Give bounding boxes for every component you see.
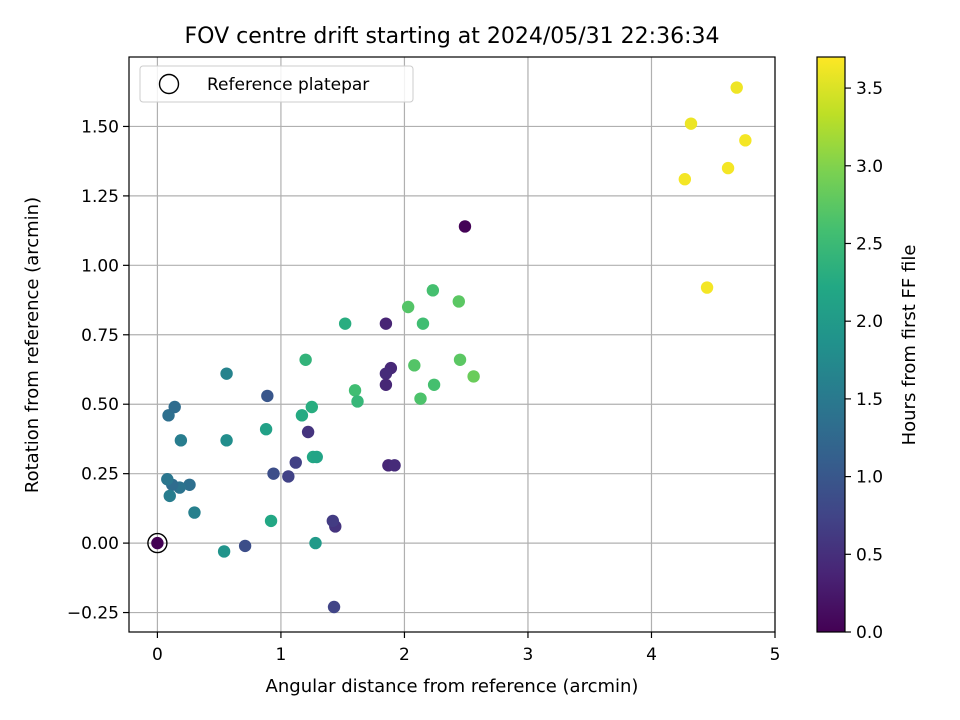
data-point [684, 117, 698, 130]
data-point [453, 353, 467, 366]
y-tick-label: 1.50 [81, 117, 119, 137]
data-point [730, 81, 743, 94]
data-point [414, 392, 427, 405]
data-point [289, 456, 302, 469]
y-tick-label: 0.50 [81, 395, 119, 415]
data-point [467, 370, 480, 383]
legend-marker-icon [158, 73, 180, 95]
data-point [238, 539, 252, 553]
data-point [426, 284, 440, 297]
data-point [188, 506, 201, 519]
data-point [338, 317, 352, 330]
legend: Reference platepar [139, 65, 414, 103]
x-tick-label: 4 [646, 645, 657, 665]
x-tick-label: 0 [152, 645, 163, 665]
plot-frame [128, 56, 776, 633]
y-axis-ticks: −0.25 0.00 0.25 0.50 0.75 1.00 1.25 1.50 [67, 117, 129, 624]
data-point [739, 134, 752, 147]
data-point [161, 473, 174, 486]
data-point [220, 367, 233, 380]
data-point [174, 434, 188, 447]
data-point [452, 295, 465, 308]
data-point [295, 409, 309, 422]
data-point [458, 220, 472, 233]
x-tick-label: 5 [770, 645, 781, 665]
colorbar-ticks: 0.0 0.5 1.0 1.5 2.0 2.5 3.0 3.5 [845, 79, 883, 643]
legend-label: Reference platepar [207, 75, 369, 95]
y-tick-label: 1.25 [81, 187, 119, 207]
data-point [351, 395, 364, 408]
y-tick-label: −0.25 [67, 604, 119, 624]
data-point [309, 536, 322, 550]
data-point [259, 423, 273, 436]
colorbar-tick-label: 3.0 [856, 157, 883, 177]
data-point [401, 300, 415, 314]
data-point [348, 384, 362, 397]
data-point [678, 173, 692, 186]
data-point [168, 400, 181, 414]
data-point [700, 281, 714, 294]
reference-point-marker [147, 532, 168, 554]
data-point [379, 367, 393, 380]
colorbar-gradient [817, 57, 845, 632]
y-tick-label: 0.75 [81, 326, 119, 346]
data-point [310, 450, 323, 464]
colorbar-tick-label: 0.5 [856, 545, 883, 565]
data-points [151, 81, 752, 614]
data-point [151, 536, 164, 550]
colorbar-tick-label: 1.5 [856, 390, 883, 410]
data-point [721, 161, 735, 175]
data-point [326, 514, 340, 528]
x-tick-label: 3 [523, 645, 534, 665]
data-point [301, 425, 315, 439]
data-point [217, 545, 231, 558]
x-axis-label: Angular distance from reference (arcmin) [266, 676, 639, 697]
data-point [299, 353, 312, 366]
colorbar-tick-label: 1.0 [856, 468, 883, 488]
data-point [416, 317, 430, 330]
y-axis-label: Rotation from reference (arcmin) [22, 197, 43, 493]
chart-title: FOV centre drift starting at 2024/05/31 … [185, 24, 720, 49]
colorbar-frame [816, 56, 846, 633]
data-point [267, 467, 280, 480]
data-point [379, 378, 393, 391]
colorbar-tick-label: 2.5 [856, 234, 883, 254]
colorbar-tick-label: 3.5 [856, 79, 883, 99]
y-tick-label: 0.00 [81, 534, 119, 554]
colorbar-label: Hours from first FF file [899, 245, 920, 446]
x-axis-ticks: 0 1 2 3 4 5 [152, 632, 780, 665]
data-point [261, 389, 274, 403]
data-point [305, 400, 319, 414]
legend-box [139, 65, 414, 103]
data-point [388, 459, 401, 472]
y-tick-label: 1.00 [81, 256, 119, 276]
data-point [163, 489, 176, 503]
data-point [183, 478, 196, 491]
colorbar-tick-label: 2.0 [856, 312, 883, 332]
y-tick-label: 0.25 [81, 465, 119, 485]
data-point [327, 600, 341, 614]
reference-marker [147, 532, 168, 554]
colorbar-tick-label: 0.0 [856, 623, 883, 643]
x-tick-label: 2 [399, 645, 410, 665]
colorbar: 0.0 0.5 1.0 1.5 2.0 2.5 3.0 3.5 Hours from firs… [816, 56, 920, 643]
data-point [264, 514, 278, 528]
data-point [427, 378, 441, 391]
x-tick-label: 1 [276, 645, 287, 665]
data-point [282, 470, 295, 483]
data-point [408, 359, 421, 372]
data-point [379, 317, 393, 330]
data-point [220, 434, 233, 447]
